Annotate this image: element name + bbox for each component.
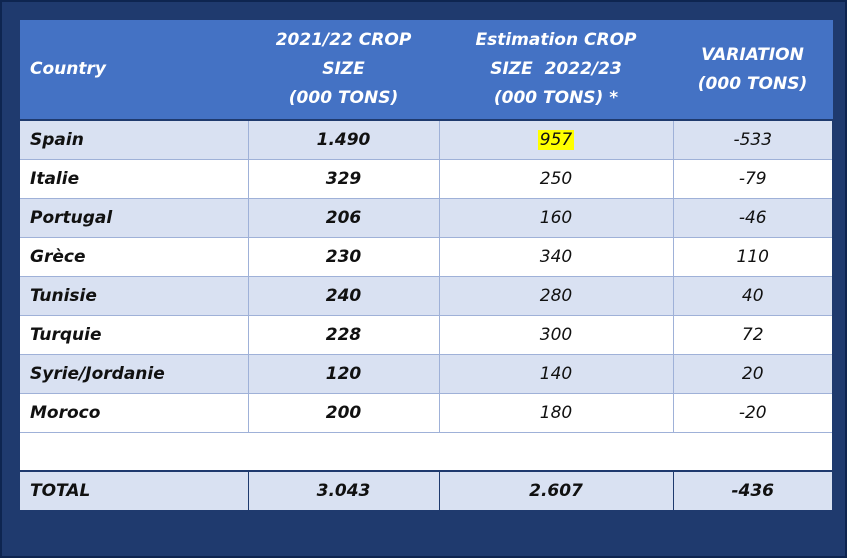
crop-size-table: Country 2021/22 CROP SIZE (000 TONS) Est… bbox=[20, 20, 833, 510]
cell-variation: 40 bbox=[673, 276, 832, 316]
cell-crop-2122: 329 bbox=[248, 159, 440, 199]
table-row: Spain 1.490 957 -533 bbox=[20, 119, 832, 160]
cell-variation: 20 bbox=[673, 354, 832, 394]
cell-crop-2122: 240 bbox=[248, 276, 440, 316]
total-variation: -436 bbox=[673, 471, 832, 510]
cell-estimation-2223: 140 bbox=[439, 354, 674, 394]
cell-country: Moroco bbox=[20, 393, 249, 433]
table-row: Grèce 230 340 110 bbox=[20, 237, 832, 277]
total-crop-2122: 3.043 bbox=[248, 471, 440, 510]
spacer-cell bbox=[439, 432, 673, 472]
header-estimation-2223: Estimation CROP SIZE 2022/23 (000 TONS) … bbox=[439, 20, 674, 121]
header-line: Estimation CROP bbox=[475, 30, 637, 50]
header-line: VARIATION bbox=[701, 44, 804, 65]
cell-estimation-2223: 300 bbox=[439, 315, 674, 355]
spacer-cell bbox=[20, 432, 248, 472]
header-line: SIZE 2022/23 bbox=[490, 59, 622, 79]
header-line: SIZE bbox=[322, 59, 365, 79]
header-crop-2122: 2021/22 CROP SIZE (000 TONS) bbox=[248, 20, 440, 121]
cell-estimation-2223: 160 bbox=[439, 198, 674, 238]
header-line: 2021/22 CROP bbox=[275, 30, 412, 50]
cell-crop-2122: 200 bbox=[248, 393, 440, 433]
table-row: Turquie 228 300 72 bbox=[20, 315, 832, 355]
table-row: Moroco 200 180 -20 bbox=[20, 393, 832, 433]
cell-crop-2122: 228 bbox=[248, 315, 440, 355]
header-country: Country bbox=[20, 20, 249, 121]
cell-country: Grèce bbox=[20, 237, 249, 277]
cell-country: Tunisie bbox=[20, 276, 249, 316]
total-row: TOTAL 3.043 2.607 -436 bbox=[20, 471, 832, 510]
highlighted-value: 957 bbox=[537, 130, 575, 150]
spacer-row bbox=[20, 432, 832, 472]
cell-country: Turquie bbox=[20, 315, 249, 355]
header-line: (000 TONS) * bbox=[493, 88, 619, 108]
cell-variation: -79 bbox=[673, 159, 832, 199]
cell-country: Italie bbox=[20, 159, 249, 199]
table-row: Italie 329 250 -79 bbox=[20, 159, 832, 199]
cell-crop-2122: 1.490 bbox=[248, 119, 440, 160]
cell-variation: 72 bbox=[673, 315, 832, 355]
table-row: Tunisie 240 280 40 bbox=[20, 276, 832, 316]
cell-variation: -533 bbox=[673, 119, 832, 160]
cell-variation: -46 bbox=[673, 198, 832, 238]
spacer-cell bbox=[248, 432, 439, 472]
header-line: (000 TONS) bbox=[288, 88, 399, 108]
table-row: Syrie/Jordanie 120 140 20 bbox=[20, 354, 832, 394]
cell-estimation-2223: 250 bbox=[439, 159, 674, 199]
header-line: (000 TONS) bbox=[697, 73, 808, 94]
cell-estimation-2223: 280 bbox=[439, 276, 674, 316]
total-label: TOTAL bbox=[20, 471, 249, 510]
cell-crop-2122: 206 bbox=[248, 198, 440, 238]
cell-crop-2122: 230 bbox=[248, 237, 440, 277]
cell-variation: -20 bbox=[673, 393, 832, 433]
table-row: Portugal 206 160 -46 bbox=[20, 198, 832, 238]
cell-crop-2122: 120 bbox=[248, 354, 440, 394]
cell-country: Syrie/Jordanie bbox=[20, 354, 249, 394]
spacer-cell bbox=[673, 432, 832, 472]
header-row: Country 2021/22 CROP SIZE (000 TONS) Est… bbox=[20, 20, 833, 121]
cell-country: Spain bbox=[20, 119, 249, 160]
cell-estimation-2223: 340 bbox=[439, 237, 674, 277]
cell-variation: 110 bbox=[673, 237, 832, 277]
total-estimation-2223: 2.607 bbox=[439, 471, 674, 510]
header-country-label: Country bbox=[30, 59, 106, 79]
cell-country: Portugal bbox=[20, 198, 249, 238]
cell-estimation-2223: 180 bbox=[439, 393, 674, 433]
header-variation: VARIATION (000 TONS) bbox=[673, 20, 833, 121]
cell-estimation-2223: 957 bbox=[439, 119, 674, 160]
